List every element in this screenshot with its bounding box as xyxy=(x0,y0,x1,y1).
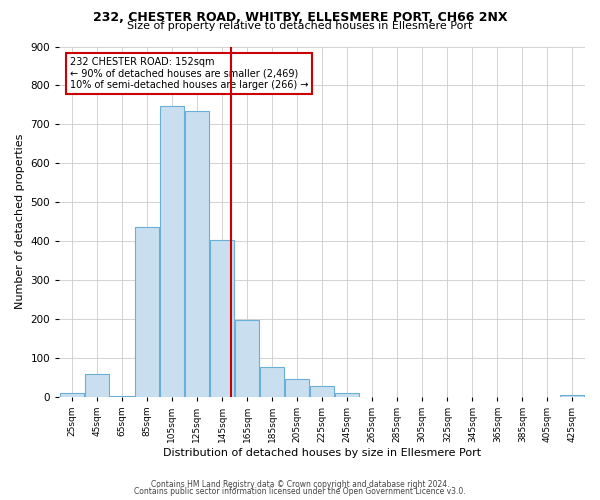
Text: 232 CHESTER ROAD: 152sqm
← 90% of detached houses are smaller (2,469)
10% of sem: 232 CHESTER ROAD: 152sqm ← 90% of detach… xyxy=(70,57,308,90)
Bar xyxy=(60,392,84,396)
Bar xyxy=(260,368,284,396)
Bar xyxy=(85,374,109,396)
Y-axis label: Number of detached properties: Number of detached properties xyxy=(15,134,25,309)
Bar xyxy=(310,386,334,396)
Bar xyxy=(285,379,309,396)
Text: Contains HM Land Registry data © Crown copyright and database right 2024.: Contains HM Land Registry data © Crown c… xyxy=(151,480,449,489)
Bar xyxy=(135,228,159,396)
Bar xyxy=(185,110,209,397)
Bar xyxy=(560,394,584,396)
Bar xyxy=(235,320,259,396)
Bar xyxy=(160,106,184,397)
Text: 232, CHESTER ROAD, WHITBY, ELLESMERE PORT, CH66 2NX: 232, CHESTER ROAD, WHITBY, ELLESMERE POR… xyxy=(93,11,507,24)
Bar xyxy=(335,394,359,396)
X-axis label: Distribution of detached houses by size in Ellesmere Port: Distribution of detached houses by size … xyxy=(163,448,481,458)
Bar xyxy=(210,240,234,396)
Text: Contains public sector information licensed under the Open Government Licence v3: Contains public sector information licen… xyxy=(134,487,466,496)
Text: Size of property relative to detached houses in Ellesmere Port: Size of property relative to detached ho… xyxy=(127,21,473,31)
